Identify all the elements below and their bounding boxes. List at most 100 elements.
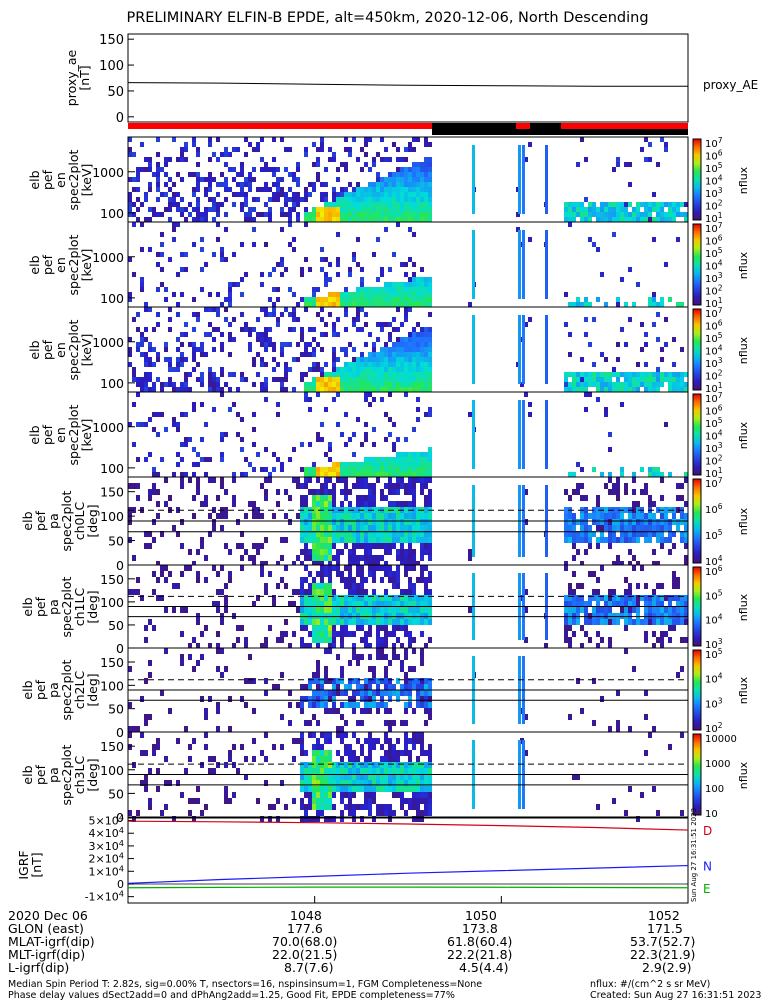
heatmap-cell xyxy=(348,519,352,525)
heatmap-cell xyxy=(152,412,156,417)
heatmap-cell xyxy=(188,744,192,750)
heatmap-cell xyxy=(376,287,380,292)
heatmap-cell xyxy=(316,362,320,367)
heatmap-cell xyxy=(412,342,416,347)
heatmap-cell xyxy=(376,607,380,613)
heatmap-cell xyxy=(260,332,264,337)
heatmap-cell xyxy=(640,467,644,472)
heatmap-cell xyxy=(408,595,412,601)
heatmap-cell xyxy=(352,555,356,561)
heatmap-cell xyxy=(328,292,332,297)
heatmap-cell xyxy=(308,342,312,347)
heatmap-cell xyxy=(136,312,140,317)
heatmap-cell xyxy=(336,595,340,601)
heatmap-cell xyxy=(420,613,424,619)
heatmap-cell xyxy=(408,172,412,177)
heatmap-cell xyxy=(180,477,184,483)
heatmap-cell xyxy=(216,182,220,187)
heatmap-cell xyxy=(396,167,400,172)
panel-ylabel: elb pef pa spec2plot ch0LC [deg] xyxy=(20,490,100,552)
heatmap-cell xyxy=(392,347,396,352)
heatmap-cell xyxy=(356,501,360,507)
heatmap-cell xyxy=(244,637,248,643)
heatmap-cell xyxy=(572,202,576,207)
heatmap-cell xyxy=(284,362,288,367)
heatmap-cell xyxy=(176,367,180,372)
heatmap-cell xyxy=(364,483,368,489)
heatmap-cell xyxy=(620,277,624,282)
heatmap-cell xyxy=(416,337,420,342)
igrf-line-D xyxy=(127,820,689,831)
heatmap-cell xyxy=(592,513,596,519)
xaxis-tick-label-1048: 1048 xyxy=(290,908,322,923)
heatmap-cell xyxy=(152,212,156,217)
heatmap-cell xyxy=(364,467,368,472)
heatmap-cell xyxy=(228,549,232,555)
heatmap-cell xyxy=(576,607,580,613)
heatmap-cell xyxy=(380,362,384,367)
heatmap-cell xyxy=(368,357,372,362)
heatmap-cell xyxy=(328,489,332,495)
heatmap-cell xyxy=(396,157,400,162)
heatmap-cell xyxy=(292,247,296,252)
heatmap-cell xyxy=(388,519,392,525)
heatmap-cell xyxy=(324,377,328,382)
heatmap-cell xyxy=(292,292,296,297)
heatmap-cell xyxy=(396,192,400,197)
heatmap-cell xyxy=(412,337,416,342)
heatmap-cell xyxy=(348,467,352,472)
heatmap-cell xyxy=(316,432,320,437)
heatmap-cell xyxy=(304,297,308,302)
heatmap-cell xyxy=(628,387,632,392)
heatmap-cell xyxy=(164,182,168,187)
heatmap-cell xyxy=(204,555,208,561)
heatmap-cell xyxy=(336,372,340,377)
heatmap-cell xyxy=(332,774,336,780)
heatmap-cell xyxy=(404,607,408,613)
heatmap-cell xyxy=(564,537,568,543)
heatmap-cell xyxy=(608,637,612,643)
heatmap-cell xyxy=(160,690,164,696)
heatmap-cell xyxy=(364,613,368,619)
heatmap-cell xyxy=(392,287,396,292)
heatmap-cell xyxy=(388,352,392,357)
heatmap-cell xyxy=(416,332,420,337)
heatmap-cell xyxy=(316,786,320,792)
heatmap-cell xyxy=(396,483,400,489)
heatmap-cell xyxy=(308,720,312,726)
heatmap-cell xyxy=(396,595,400,601)
heatmap-cell xyxy=(424,762,428,768)
heatmap-cell xyxy=(192,472,196,477)
heatmap-cell xyxy=(616,519,620,525)
colorbar-tick-label: 102 xyxy=(705,454,723,468)
heatmap-cell xyxy=(320,555,324,561)
heatmap-cell xyxy=(524,714,528,720)
heatmap-cell xyxy=(632,477,636,483)
heatmap-cell xyxy=(312,577,316,583)
heatmap-cell xyxy=(360,442,364,447)
heatmap-cell xyxy=(268,312,272,317)
heatmap-cell xyxy=(360,287,364,292)
heatmap-cell xyxy=(328,372,332,377)
heatmap-cell xyxy=(416,561,420,567)
heatmap-cell xyxy=(380,327,384,332)
heatmap-cell xyxy=(664,372,668,377)
heatmap-cell xyxy=(316,561,320,567)
heatmap-cell xyxy=(192,137,196,142)
heatmap-cell xyxy=(632,513,636,519)
heatmap-cell xyxy=(648,142,652,147)
heatmap-cell xyxy=(648,297,652,302)
heatmap-cell xyxy=(408,756,412,762)
heatmap-cell xyxy=(212,177,216,182)
heatmap-cell xyxy=(616,613,620,619)
heatmap-cell xyxy=(388,531,392,537)
heatmap-cell xyxy=(304,577,308,583)
heatmap-cell xyxy=(428,412,432,417)
heatmap-cell xyxy=(376,467,380,472)
heatmap-cell xyxy=(252,412,256,417)
heatmap-cell xyxy=(356,613,360,619)
heatmap-cell xyxy=(360,601,364,607)
heatmap-cell xyxy=(592,202,596,207)
heatmap-cell xyxy=(196,202,200,207)
heatmap-cell xyxy=(412,357,416,362)
